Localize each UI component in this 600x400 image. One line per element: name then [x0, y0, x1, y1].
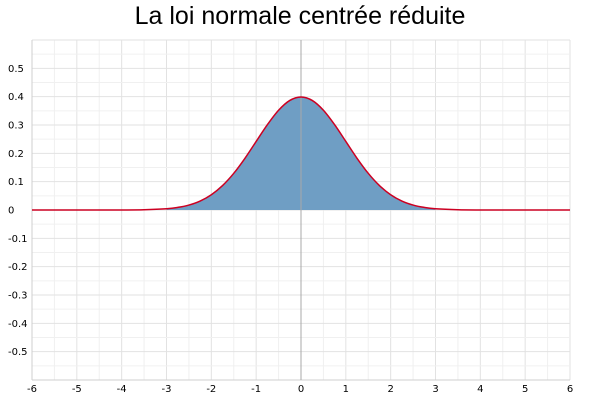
y-axis-ticks: -0.5 -0.4 -0.3 -0.2 -0.1 0 0.1 0.2 0.3 0.4 0.5 [8, 64, 28, 358]
x-tick-label: 4 [477, 384, 483, 395]
x-tick-label: -2 [206, 384, 216, 395]
x-tick-label: 3 [432, 384, 438, 395]
y-tick-label: -0.1 [8, 234, 28, 245]
x-tick-label: 0 [298, 384, 304, 395]
y-tick-label: -0.2 [8, 262, 28, 273]
chart-title: La loi normale centrée réduite [134, 2, 466, 30]
x-tick-label: 5 [522, 384, 528, 395]
x-tick-label: 1 [343, 384, 349, 395]
x-tick-label: -3 [162, 384, 172, 395]
y-tick-label: -0.4 [8, 319, 28, 330]
x-tick-label: -6 [27, 384, 37, 395]
x-tick-label: -4 [117, 384, 127, 395]
y-tick-label: 0.3 [8, 121, 24, 132]
y-tick-label: 0.5 [8, 64, 24, 75]
y-tick-label: -0.3 [8, 291, 28, 302]
y-tick-label: 0.2 [8, 149, 24, 160]
x-tick-label: 6 [567, 384, 573, 395]
x-tick-label: -1 [251, 384, 261, 395]
y-tick-label: 0.4 [8, 92, 24, 103]
y-tick-label: -0.5 [8, 347, 28, 358]
x-axis-ticks: -6 -5 -4 -3 -2 -1 0 1 2 3 4 5 6 [27, 384, 573, 395]
x-tick-label: -5 [72, 384, 82, 395]
x-tick-label: 2 [387, 384, 393, 395]
y-tick-label: 0.1 [8, 177, 24, 188]
density-curve [31, 96, 570, 211]
y-tick-label: 0 [8, 206, 14, 217]
